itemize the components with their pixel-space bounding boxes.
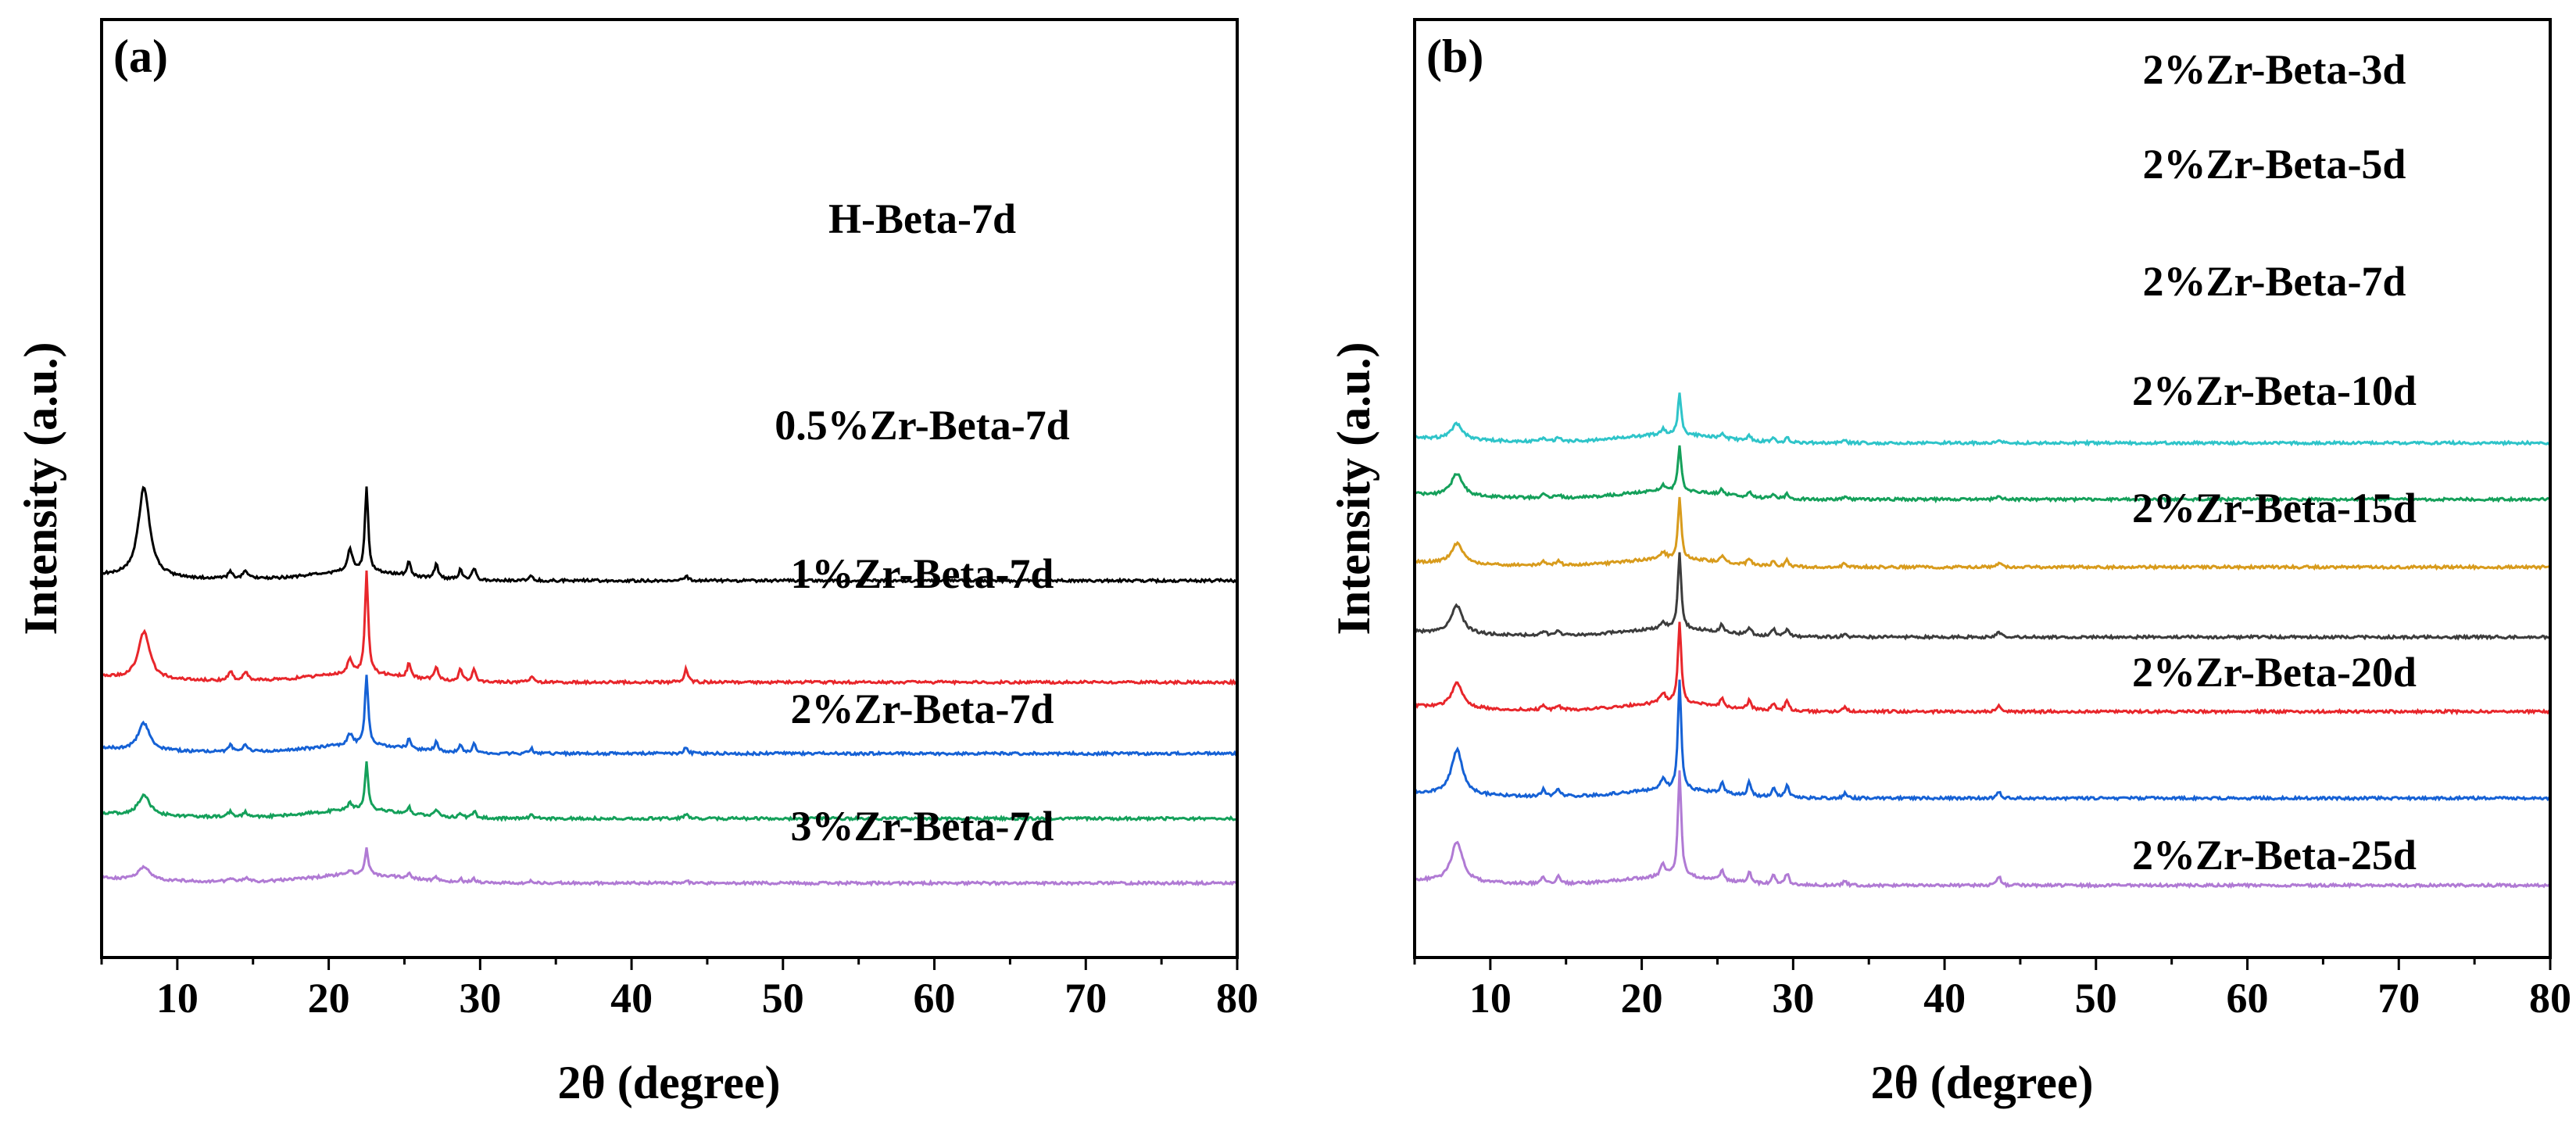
panel-b-x-axis: 10 20 30 40 50 60 70 80 <box>1413 958 2571 1022</box>
panel-b-plot-frame <box>1413 18 2552 959</box>
series-line-2%Zr-Beta-25d <box>1413 770 2551 890</box>
series-line-2%Zr-Beta-7d <box>1413 496 2552 571</box>
series-label-1%Zr-Beta-7d: 1%Zr-Beta-7d <box>791 550 1054 597</box>
series-label-0.5%Zr-Beta-7d: 0.5%Zr-Beta-7d <box>775 402 1069 449</box>
panel-b-x-axis-title: 2θ (degree) <box>1870 1057 2093 1108</box>
x-tick-label: 10 <box>156 975 199 1022</box>
x-tick-label: 70 <box>1064 975 1107 1022</box>
series-line-3%Zr-Beta-7d <box>100 847 1238 887</box>
x-tick-label: 30 <box>459 975 501 1022</box>
x-tick-label: 50 <box>2075 975 2117 1022</box>
x-tick-label: 50 <box>762 975 804 1022</box>
x-tick-label: 80 <box>2529 975 2571 1022</box>
panel-b-letter: (b) <box>1426 30 1483 82</box>
series-label-2%Zr-Beta-25d: 2%Zr-Beta-25d <box>2132 832 2417 879</box>
x-tick-label: 40 <box>610 975 653 1022</box>
series-line-2%Zr-Beta-5d <box>1414 445 2551 504</box>
series-line-2%Zr-Beta-7d <box>102 761 1238 822</box>
series-label-2%Zr-Beta-10d: 2%Zr-Beta-10d <box>2132 367 2417 414</box>
series-line-2%Zr-Beta-15d <box>1413 621 2551 716</box>
x-tick-label: 40 <box>1923 975 1966 1022</box>
series-label-2%Zr-Beta-7d: 2%Zr-Beta-7d <box>791 685 1054 732</box>
panel-a-x-axis-title: 2θ (degree) <box>557 1057 780 1108</box>
panel-a-x-axis: 10 20 30 40 50 60 70 80 <box>100 958 1258 1022</box>
series-line-1%Zr-Beta-7d <box>101 675 1237 757</box>
x-tick-label: 60 <box>914 975 956 1022</box>
x-tick-label: 20 <box>1621 975 1663 1022</box>
panel-a-series-labels: H-Beta-7d 0.5%Zr-Beta-7d 1%Zr-Beta-7d 2%Zr-… <box>775 195 1069 850</box>
x-tick-label: 10 <box>1469 975 1512 1022</box>
x-tick-label: 80 <box>1216 975 1258 1022</box>
x-tick-label: 70 <box>2377 975 2420 1022</box>
x-tick-label: 20 <box>308 975 350 1022</box>
series-line-0.5%Zr-Beta-7d <box>100 570 1239 686</box>
series-label-H-Beta-7d: H-Beta-7d <box>828 195 1016 242</box>
series-line-2%Zr-Beta-20d <box>1414 679 2550 802</box>
series-label-2%Zr-Beta-5d: 2%Zr-Beta-5d <box>2143 141 2406 188</box>
panel-a-y-axis-title: Intensity (a.u.) <box>15 342 66 635</box>
series-line-H-Beta-7d <box>100 485 1238 585</box>
panel-a-series <box>100 485 1239 887</box>
panel-b-series <box>1413 392 2552 890</box>
panel-a: 10 20 30 40 50 60 70 80 H-Beta-7d 0.5%Zr-Beta-7d… <box>15 18 1258 1108</box>
panel-b: 10 20 30 40 50 60 70 80 2%Zr-Beta-3d 2%Zr-Beta-5… <box>1328 18 2571 1108</box>
panel-a-letter: (a) <box>113 30 168 82</box>
x-tick-label: 60 <box>2227 975 2269 1022</box>
series-label-3%Zr-Beta-7d: 3%Zr-Beta-7d <box>791 803 1054 850</box>
x-tick-label: 30 <box>1772 975 1814 1022</box>
panel-b-series-labels: 2%Zr-Beta-3d 2%Zr-Beta-5d 2%Zr-Beta-7d 2%Zr… <box>2132 46 2417 879</box>
series-line-2%Zr-Beta-10d <box>1414 552 2551 641</box>
panel-a-plot-frame <box>100 18 1239 959</box>
series-label-2%Zr-Beta-3d: 2%Zr-Beta-3d <box>2143 46 2406 93</box>
series-label-2%Zr-Beta-15d: 2%Zr-Beta-15d <box>2132 485 2417 532</box>
series-label-2%Zr-Beta-20d: 2%Zr-Beta-20d <box>2132 649 2417 696</box>
series-line-2%Zr-Beta-3d <box>1413 392 2551 447</box>
panel-b-y-axis-title: Intensity (a.u.) <box>1328 342 1379 635</box>
series-label-2%Zr-Beta-7d: 2%Zr-Beta-7d <box>2143 258 2406 305</box>
